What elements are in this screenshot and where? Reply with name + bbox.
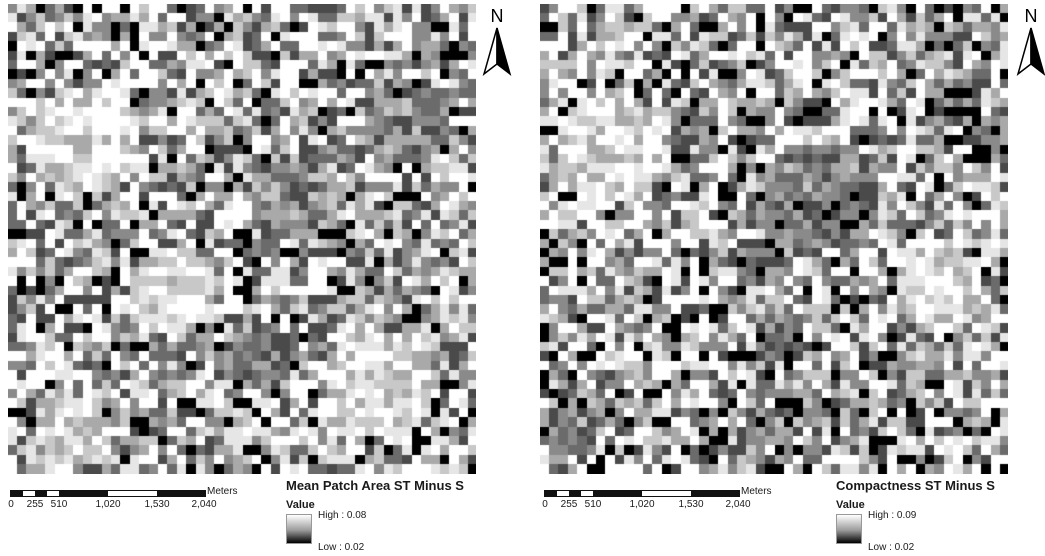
map-title: Mean Patch Area ST Minus S [286, 478, 464, 493]
legend: Compactness ST Minus S Value High : 0.09… [836, 478, 995, 553]
scale-tick: 1,530 [144, 499, 170, 510]
scale-tick: 0 [542, 499, 548, 510]
map-panel-right: N 0 255 510 1,020 1,530 2,040 Meters Com… [530, 0, 1045, 556]
legend-value-label: Value [836, 499, 865, 511]
scale-bar-track [10, 490, 206, 497]
raster-map [540, 4, 1008, 474]
scale-tick: 1,020 [95, 499, 121, 510]
scale-unit: Meters [207, 486, 238, 497]
scale-tick: 2,040 [191, 499, 217, 510]
color-ramp [836, 514, 862, 544]
scale-tick: 1,530 [678, 499, 704, 510]
scale-tick: 255 [560, 499, 578, 510]
raster-map [8, 4, 476, 474]
legend-high-label: High : 0.08 [318, 510, 367, 521]
legend: Mean Patch Area ST Minus S Value High : … [286, 478, 464, 553]
scale-bar: 0 255 510 1,020 1,530 2,040 Meters [8, 484, 250, 524]
scale-tick: 2,040 [725, 499, 751, 510]
scale-tick: 0 [8, 499, 14, 510]
north-arrow-icon: N [482, 6, 512, 76]
scale-tick: 1,020 [629, 499, 655, 510]
scale-tick: 510 [584, 499, 602, 510]
north-label: N [491, 6, 504, 26]
map-panel-left: N 0 255 510 1,020 1,530 2,040 Meters Mea… [0, 0, 520, 556]
map-title: Compactness ST Minus S [836, 478, 995, 493]
legend-value-label: Value [286, 499, 315, 511]
scale-bar: 0 255 510 1,020 1,530 2,040 Meters [542, 484, 784, 524]
legend-low-label: Low : 0.02 [868, 542, 915, 553]
legend-low-label: Low : 0.02 [318, 542, 365, 553]
north-label: N [1025, 6, 1038, 26]
scale-unit: Meters [741, 486, 772, 497]
legend-high-label: High : 0.09 [868, 510, 917, 521]
scale-tick: 510 [50, 499, 68, 510]
color-ramp [286, 514, 312, 544]
scale-bar-track [544, 490, 740, 497]
north-arrow-icon: N [1016, 6, 1045, 76]
scale-tick: 255 [26, 499, 44, 510]
